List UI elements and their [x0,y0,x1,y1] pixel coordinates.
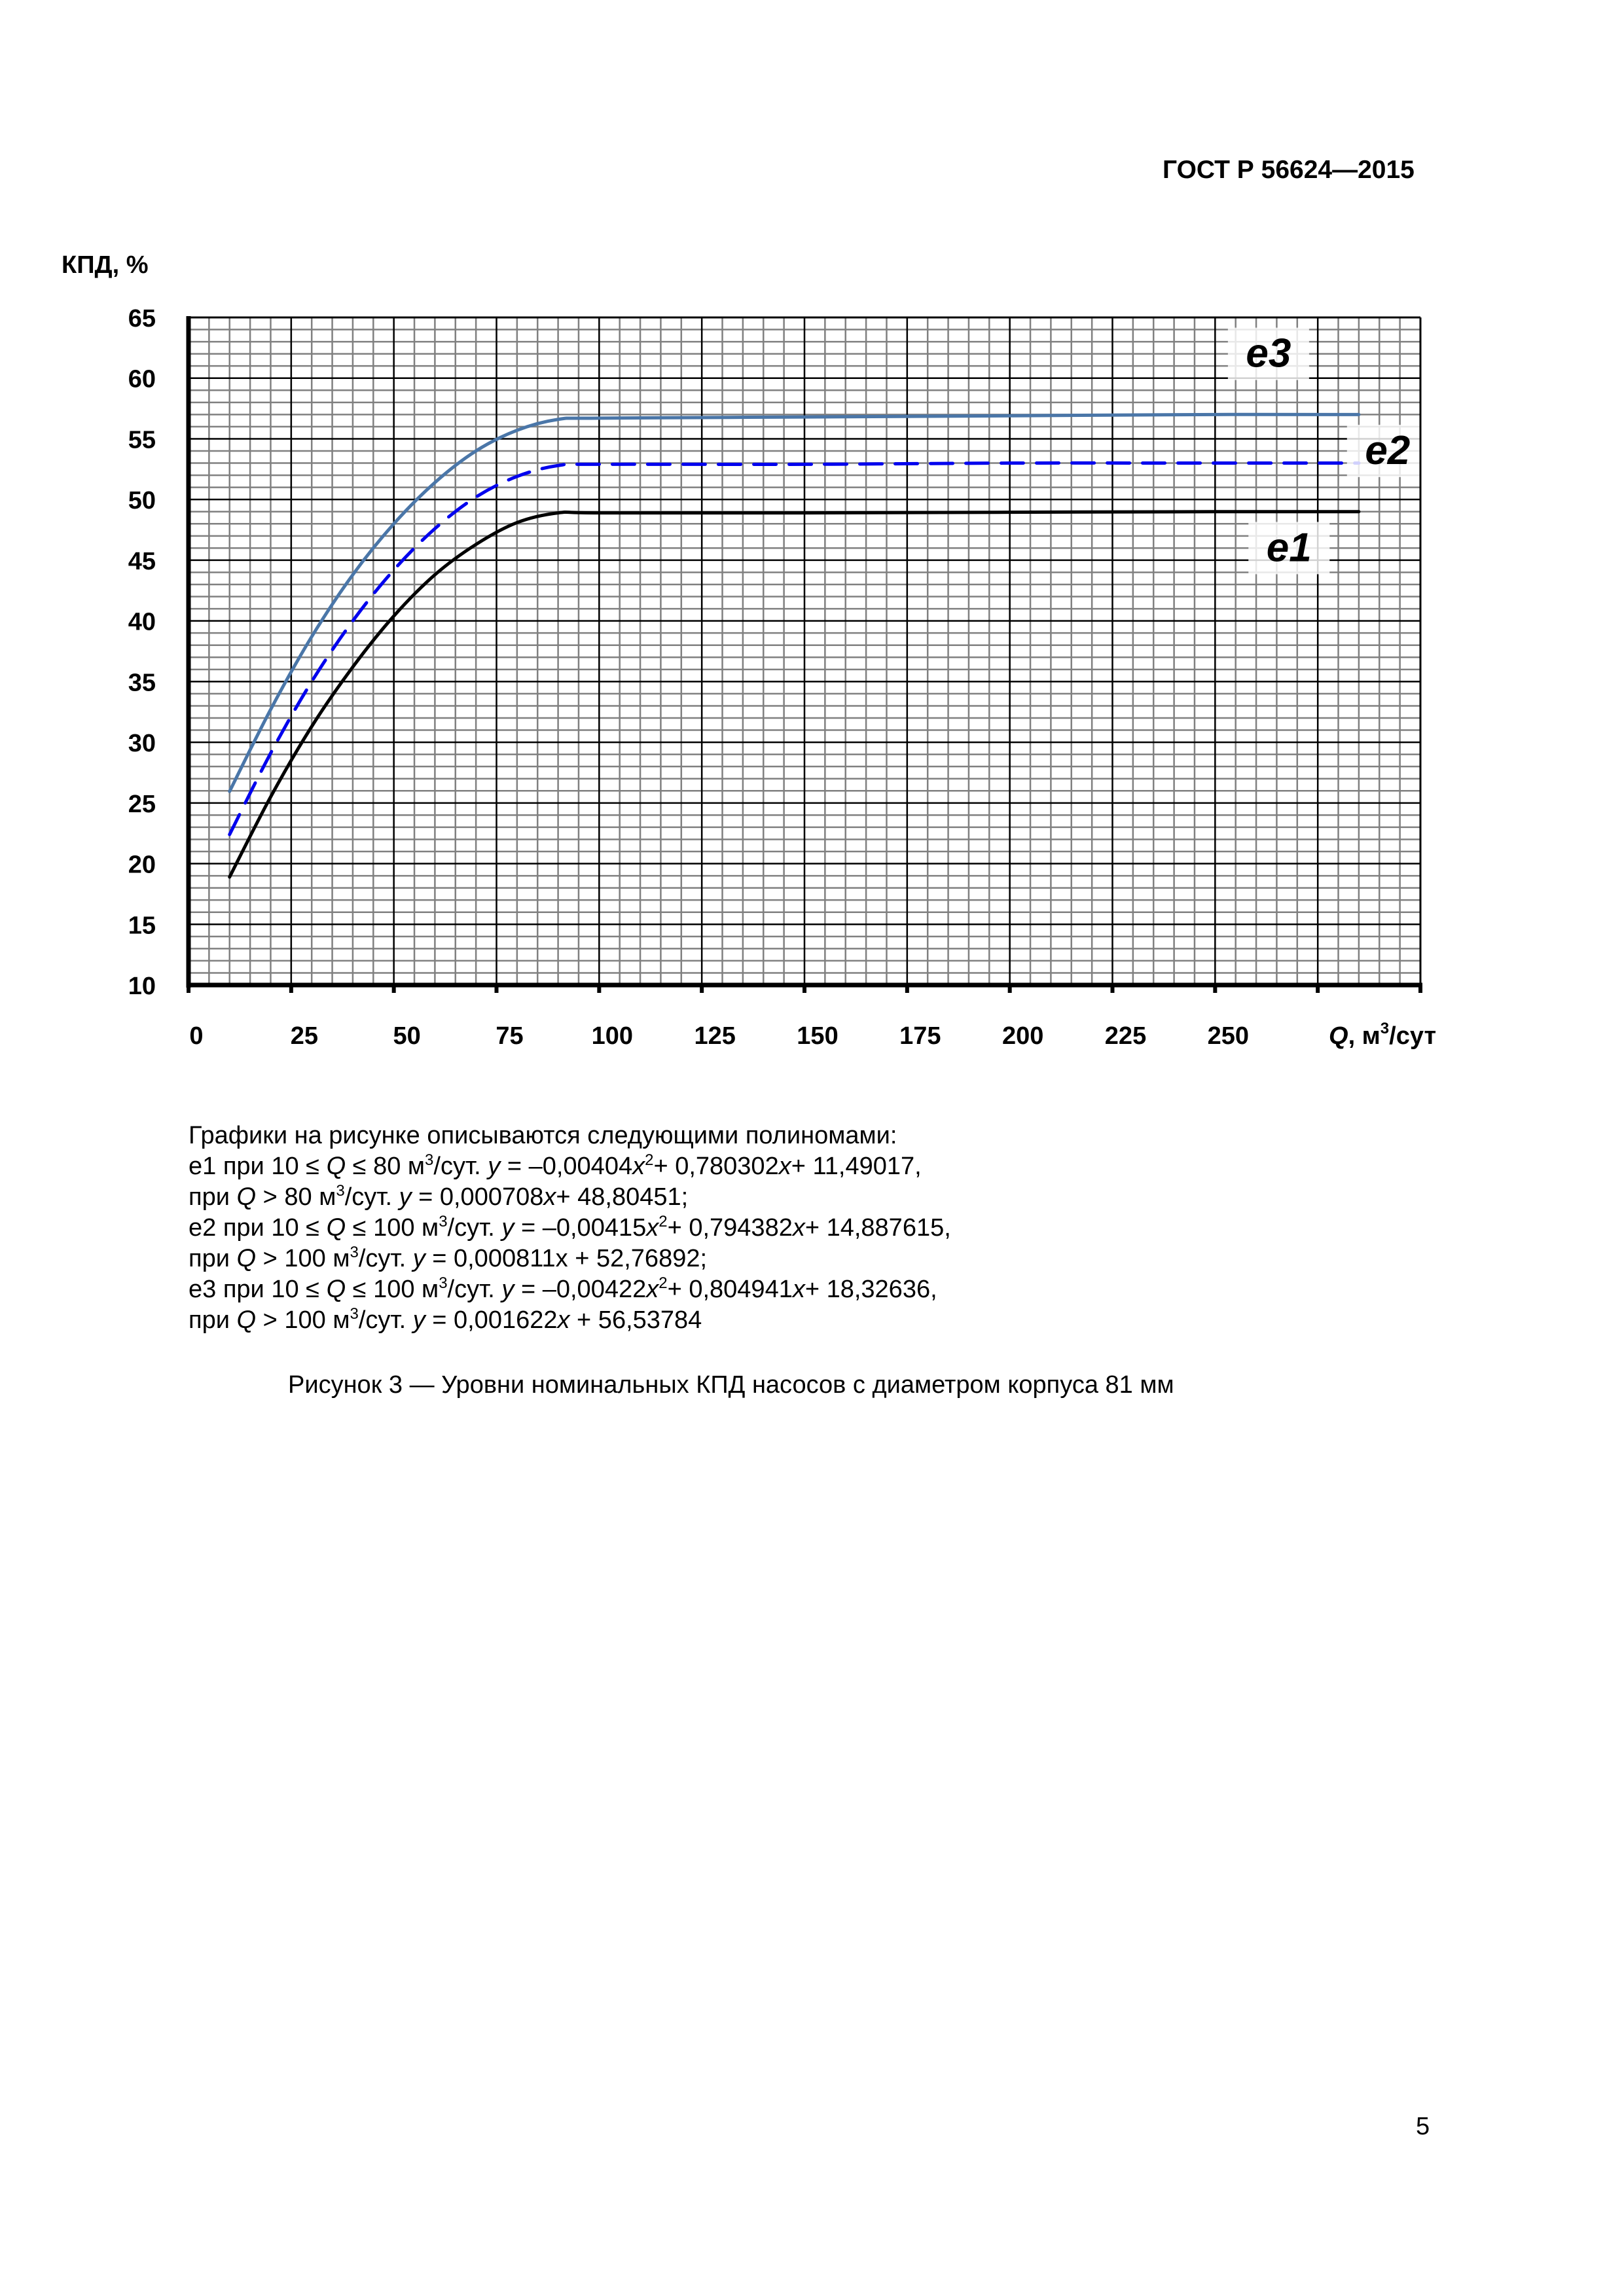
x-tick-label: 0 [189,1022,203,1050]
y-tick-label: 20 [128,852,156,879]
series-label-bg [1346,425,1428,477]
x-tick-label: 150 [797,1022,838,1050]
series-line-e3 [228,412,1361,793]
series-label-e3: e3 [1246,331,1291,376]
x-tick-label: 75 [496,1022,523,1050]
series-label-e1: e1 [1267,525,1312,570]
polynomial-line: при Q > 100 м3/сут. y = 0,001622x + 56,5… [189,1305,702,1335]
y-tick-label: 30 [128,730,156,757]
series-line-e2 [228,461,1361,836]
document-code: ГОСТ Р 56624—2015 [1163,156,1415,184]
series-line-e1 [228,510,1361,879]
notes-intro: Графики на рисунке описываются следующим… [189,1122,897,1149]
y-axis-title: КПД, % [62,251,149,279]
y-tick-label: 45 [128,548,156,575]
y-tick-label: 50 [128,487,156,514]
y-tick-label: 15 [128,912,156,939]
axes [186,316,1422,993]
notes-lines: e1 при 10 ≤ Q ≤ 80 м3/сут. y = –0,00404x… [189,1151,951,1336]
polynomial-line: при Q > 100 м3/сут. y = 0,000811x + 52,7… [189,1244,708,1273]
polynomial-notes: Графики на рисунке описываются следующим… [189,1121,951,1336]
x-tick-label: 50 [393,1022,421,1050]
y-tick-label: 65 [128,305,156,332]
x-axis-title: Q, м3/сут [1329,1020,1436,1050]
series-label-bg [1248,522,1330,575]
y-tick-label: 25 [128,791,156,818]
x-tick-label: 125 [694,1022,735,1050]
page-number: 5 [1416,2113,1430,2140]
series-labels: e3 e2 e1 [1227,327,1428,575]
y-tick-label: 60 [128,366,156,393]
polynomial-line: e2 при 10 ≤ Q ≤ 100 м3/сут. y = –0,00415… [189,1213,951,1242]
polynomial-line: при Q > 80 м3/сут. y = 0,000708x+ 48,804… [189,1182,689,1211]
x-tick-label: 225 [1105,1022,1146,1050]
x-tick-label: 250 [1208,1022,1249,1050]
x-tick-label: 100 [592,1022,633,1050]
polynomial-line: e3 при 10 ≤ Q ≤ 100 м3/сут. y = –0,00422… [189,1274,937,1304]
y-tick-label: 40 [128,609,156,636]
x-tick-label: 175 [899,1022,941,1050]
y-tick-label: 35 [128,669,156,696]
figure-caption: Рисунок 3 — Уровни номинальных КПД насос… [288,1371,1174,1399]
series-label-bg [1227,327,1309,380]
x-tick-label: 25 [291,1022,318,1050]
tick-labels: 10 15 20 25 30 35 40 45 50 55 60 65 0 25 50 75 100 125 150… [128,305,1249,1050]
series-layer [228,412,1361,879]
y-tick-label: 55 [128,426,156,454]
polynomial-line: e1 при 10 ≤ Q ≤ 80 м3/сут. y = –0,00404x… [189,1151,922,1181]
series-label-e2: e2 [1365,428,1410,473]
y-tick-label: 10 [128,973,156,1000]
x-tick-label: 200 [1002,1022,1043,1050]
